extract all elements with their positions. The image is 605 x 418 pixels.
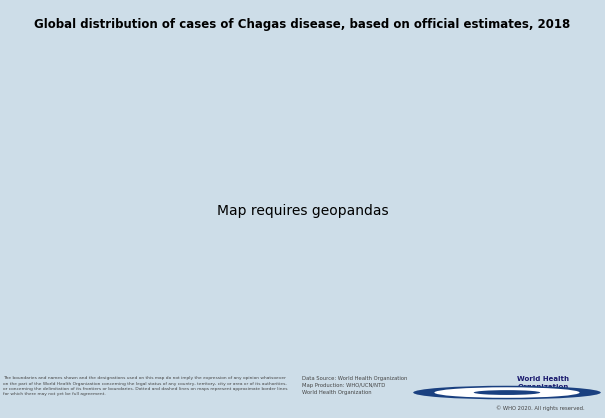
Text: The boundaries and names shown and the designations used on this map do not impl: The boundaries and names shown and the d… [3,376,287,396]
Text: Map requires geopandas: Map requires geopandas [217,204,388,218]
Circle shape [474,390,540,395]
Text: Data Source: World Health Organization
Map Production: WHO/UCN/NTD
World Health : Data Source: World Health Organization M… [302,376,408,395]
Circle shape [434,387,580,398]
Text: Global distribution of cases of Chagas disease, based on official estimates, 201: Global distribution of cases of Chagas d… [34,18,571,31]
Text: © WHO 2020. All rights reserved.: © WHO 2020. All rights reserved. [496,406,584,411]
Circle shape [413,386,601,399]
Text: World Health
Organization: World Health Organization [517,376,569,390]
